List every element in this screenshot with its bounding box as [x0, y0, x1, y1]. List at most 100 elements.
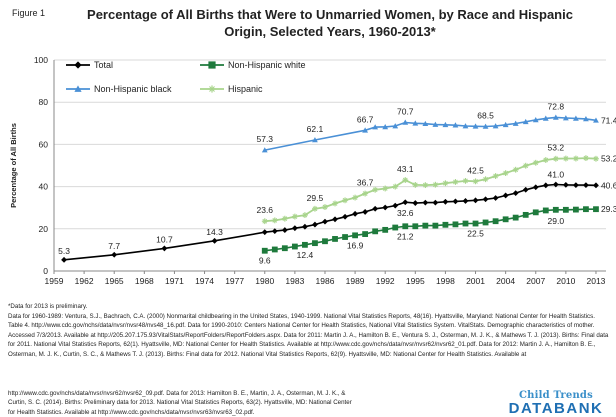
data-point [512, 190, 519, 197]
data-label: 72.8 [548, 101, 565, 111]
data-point [372, 205, 379, 212]
data-point-stroke [523, 163, 529, 169]
data-label: 40.6 [601, 180, 616, 190]
x-tick-label: 1983 [285, 276, 304, 286]
data-point [392, 224, 399, 231]
series-line-hispanic [264, 157, 597, 223]
data-point [442, 180, 449, 187]
data-point [442, 198, 449, 205]
logo-line1: Child Trends [519, 390, 593, 401]
footnote-preliminary: *Data for 2013 is preliminary. [8, 303, 88, 310]
data-label: 53.2 [548, 143, 565, 153]
data-point [352, 232, 358, 239]
gridlines [54, 59, 606, 272]
data-point [562, 182, 569, 188]
data-point [432, 199, 439, 206]
data-point [492, 218, 499, 225]
data-point [462, 178, 469, 184]
data-point [291, 225, 298, 232]
x-tick-label: 1959 [45, 276, 64, 286]
data-label: 7.7 [108, 241, 120, 251]
data-point [342, 213, 348, 220]
series-line-total [63, 183, 597, 261]
data-point-stroke [282, 216, 288, 222]
data-point [532, 209, 539, 216]
data-label: 53.2 [601, 154, 616, 164]
data-point [572, 115, 579, 121]
line-chart: 0 20 40 60 80 100 1959 1962 1965 1968 1971 1974 1977… [9, 55, 616, 286]
data-point-stroke [583, 155, 589, 161]
data-point-stroke [563, 156, 569, 161]
data-point [502, 170, 509, 176]
data-point [402, 119, 409, 125]
data-point-stroke [412, 182, 418, 188]
data-point [332, 200, 338, 207]
data-point [452, 198, 459, 205]
data-point-stroke [453, 179, 458, 185]
data-point [412, 200, 419, 206]
data-point [583, 115, 589, 122]
data-point [552, 206, 559, 213]
data-point [542, 115, 549, 121]
data-point [392, 202, 399, 209]
data-point [402, 199, 409, 206]
data-label: 29.3 [601, 204, 616, 214]
data-point [332, 216, 338, 223]
series-markers [61, 114, 599, 263]
data-point [352, 210, 358, 217]
data-point [271, 246, 278, 253]
data-point [362, 209, 369, 215]
data-point [572, 182, 579, 189]
data-point [261, 218, 268, 225]
x-tick-label: 2007 [526, 276, 545, 286]
data-point [432, 121, 439, 127]
data-point-stroke [292, 214, 298, 219]
data-label: 14.3 [206, 227, 223, 237]
data-point [492, 195, 499, 201]
data-point [271, 217, 278, 224]
x-tick-label: 1968 [135, 276, 154, 286]
data-point-stroke [272, 217, 278, 223]
x-tick-label: 2013 [587, 276, 606, 286]
data-point-stroke [543, 157, 549, 163]
data-point [362, 231, 369, 237]
data-point-stroke [402, 177, 408, 183]
chart-title: Percentage of All Births that Were to Un… [70, 6, 590, 40]
data-point [372, 124, 379, 130]
chart-title-line2: Origin, Selected Years, 1960-2013* [224, 24, 436, 39]
data-point [362, 190, 369, 197]
x-tick-label: 1971 [165, 276, 184, 286]
x-tick-label: 1977 [225, 276, 244, 286]
data-point-stroke [432, 182, 438, 188]
data-point [382, 185, 389, 192]
data-label: 66.7 [357, 114, 374, 124]
y-tick-label: 100 [34, 55, 48, 65]
data-point [332, 236, 338, 242]
x-tick-label: 1974 [195, 276, 214, 286]
data-point [512, 120, 519, 126]
data-point [593, 206, 599, 213]
data-label: 57.3 [256, 134, 273, 144]
data-point [482, 176, 489, 183]
data-point-stroke [443, 180, 448, 186]
data-point [472, 178, 479, 185]
y-tick-label: 80 [39, 97, 49, 107]
data-point [532, 184, 539, 191]
data-point [542, 182, 549, 189]
data-point [442, 221, 449, 228]
data-point [542, 207, 549, 214]
data-point [572, 155, 579, 162]
data-point [422, 120, 429, 127]
data-point [452, 221, 459, 228]
data-point [512, 166, 519, 173]
data-point [422, 199, 429, 206]
data-point [402, 177, 409, 183]
x-tick-label: 1962 [75, 276, 94, 286]
data-point-stroke [553, 156, 559, 162]
data-point [432, 181, 439, 188]
data-point-stroke [493, 173, 498, 179]
data-point [532, 117, 539, 123]
legend-item-hispanic: Hispanic [200, 84, 263, 94]
data-point [322, 238, 328, 245]
data-point [342, 197, 348, 204]
